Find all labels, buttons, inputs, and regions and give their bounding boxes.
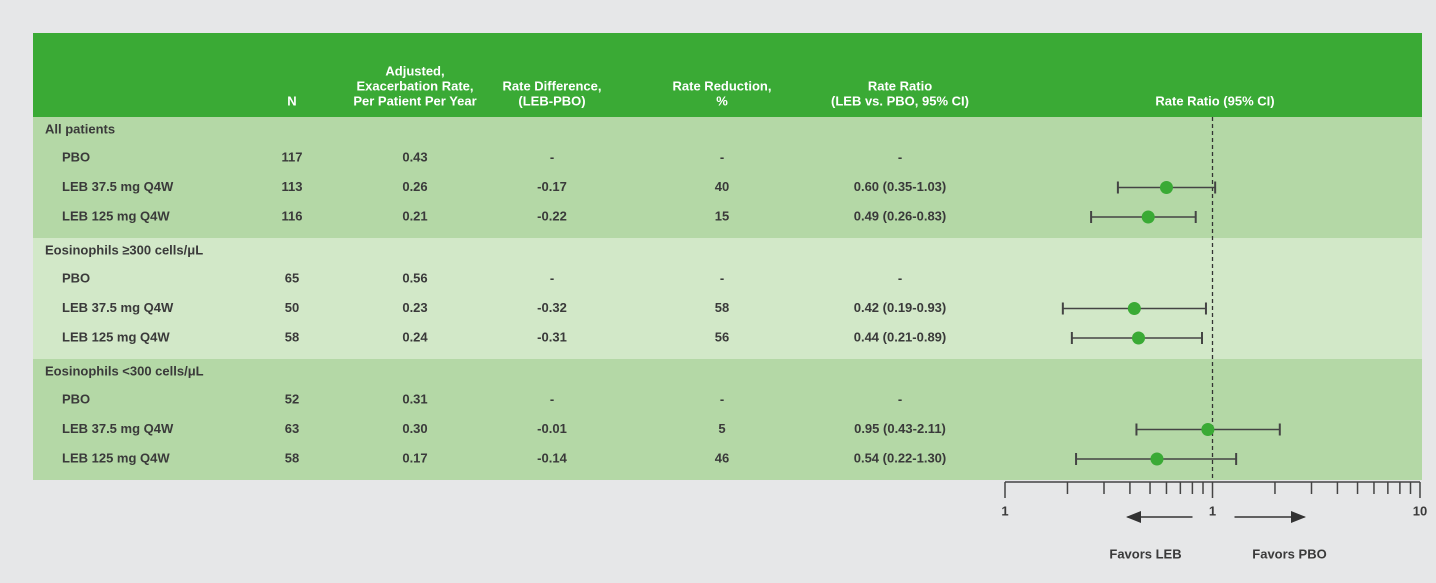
row-label: LEB 37.5 mg Q4W: [62, 421, 174, 436]
cell: 0.30: [402, 421, 427, 436]
cell: 63: [285, 421, 299, 436]
cell: -: [720, 391, 724, 406]
column-header: Adjusted,: [385, 63, 444, 78]
column-header: N: [287, 93, 296, 108]
estimate: [1159, 181, 1173, 194]
favors-right: Favors PBO: [1252, 546, 1326, 561]
cell: 0.95 (0.43-2.11): [854, 421, 946, 436]
row-label: LEB 125 mg Q4W: [62, 208, 170, 223]
group-bg: [33, 359, 1422, 480]
cell: 0.43: [402, 149, 427, 164]
cell: 113: [282, 179, 303, 194]
cell: -: [898, 149, 902, 164]
cell: 65: [285, 270, 299, 285]
cell: 0.44 (0.21-0.89): [854, 329, 947, 344]
header-bg: [33, 33, 1422, 117]
x-tick-label: 1: [1209, 503, 1216, 518]
x-tick-label: 10: [1413, 503, 1427, 518]
estimate: [1141, 210, 1155, 224]
cell: 0.60 (0.35-1.03): [854, 179, 947, 194]
cell: 0.21: [402, 208, 427, 223]
cell: 0.26: [402, 179, 427, 194]
cell: 116: [282, 208, 303, 223]
cell: 0.24: [402, 329, 428, 344]
column-header: Rate Reduction,: [673, 78, 772, 93]
cell: 58: [285, 329, 299, 344]
column-header: Rate Difference,: [503, 78, 602, 93]
cell: 0.42 (0.19-0.93): [854, 300, 947, 315]
cell: -: [720, 270, 724, 285]
group-bg: [33, 238, 1422, 359]
cell: 15: [715, 208, 729, 223]
cell: 0.31: [402, 391, 427, 406]
row-label: LEB 37.5 mg Q4W: [62, 179, 174, 194]
column-header: Rate Ratio (95% CI): [1155, 93, 1274, 108]
group-label: All patients: [45, 121, 115, 136]
cell: 50: [285, 300, 299, 315]
estimate: [1132, 331, 1146, 345]
row-label: PBO: [62, 149, 90, 164]
cell: -0.17: [537, 179, 567, 194]
cell: 5: [718, 421, 725, 436]
cell: 0.49 (0.26-0.83): [854, 208, 947, 223]
cell: -: [550, 270, 554, 285]
favors-left: Favors LEB: [1109, 546, 1181, 561]
cell: -0.01: [537, 421, 567, 436]
estimate: [1127, 302, 1141, 315]
cell: -0.22: [537, 208, 567, 223]
column-header: Rate Ratio: [868, 78, 932, 93]
cell: 58: [285, 450, 299, 465]
column-header: %: [716, 93, 728, 108]
cell: 0.23: [402, 300, 427, 315]
row-label: LEB 125 mg Q4W: [62, 450, 170, 465]
column-header: (LEB-PBO): [518, 93, 585, 108]
column-header: (LEB vs. PBO, 95% CI): [831, 93, 969, 108]
cell: 52: [285, 391, 299, 406]
estimate: [1201, 423, 1215, 436]
row-label: LEB 37.5 mg Q4W: [62, 300, 174, 315]
column-header: Per Patient Per Year: [353, 93, 476, 108]
cell: 58: [715, 300, 729, 315]
cell: -: [898, 270, 902, 285]
cell: -: [550, 149, 554, 164]
cell: -: [898, 391, 902, 406]
x-tick-label: 1: [1001, 503, 1008, 518]
cell: 0.56: [402, 270, 427, 285]
cell: 0.17: [402, 450, 427, 465]
row-label: LEB 125 mg Q4W: [62, 329, 170, 344]
column-header: Exacerbation Rate,: [356, 78, 473, 93]
cell: -0.14: [537, 450, 567, 465]
group-label: Eosinophils <300 cells/μL: [45, 363, 204, 378]
cell: 46: [715, 450, 729, 465]
group-label: Eosinophils ≥300 cells/μL: [45, 242, 203, 257]
cell: 117: [282, 149, 303, 164]
cell: -0.31: [537, 329, 567, 344]
row-label: PBO: [62, 270, 90, 285]
cell: -: [550, 391, 554, 406]
cell: 56: [715, 329, 729, 344]
cell: 0.54 (0.22-1.30): [854, 450, 947, 465]
estimate: [1150, 452, 1164, 466]
group-bg: [33, 117, 1422, 238]
row-label: PBO: [62, 391, 90, 406]
cell: -: [720, 149, 724, 164]
cell: -0.32: [537, 300, 567, 315]
cell: 40: [715, 179, 729, 194]
